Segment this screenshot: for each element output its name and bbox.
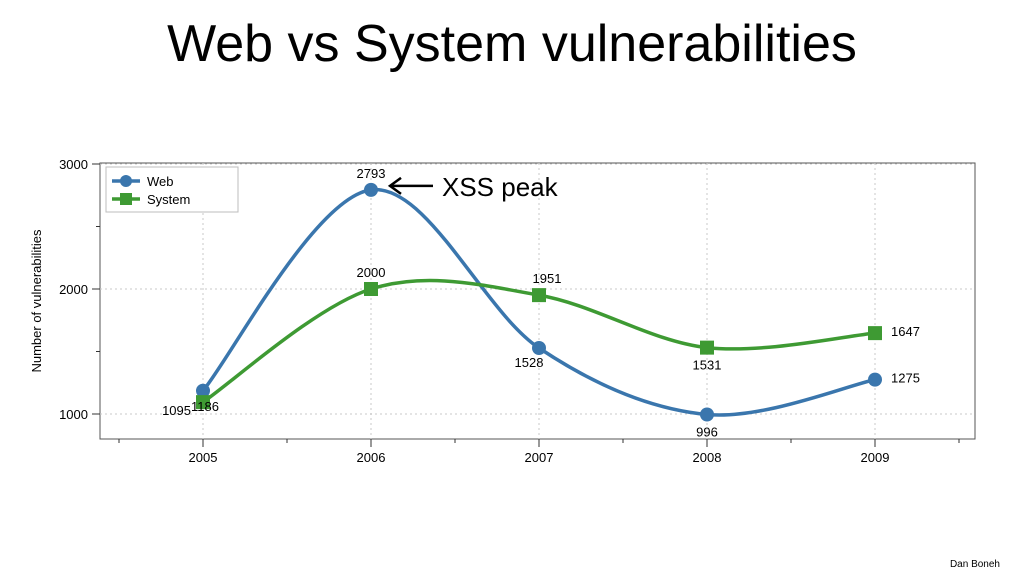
data-point-system <box>364 282 378 296</box>
legend-label-web: Web <box>147 174 174 189</box>
data-label-web: 1275 <box>891 371 920 386</box>
data-label-web: 2793 <box>357 166 386 181</box>
data-point-system <box>196 395 210 410</box>
x-tick-label: 2007 <box>525 450 554 465</box>
x-tick-label: 2008 <box>693 450 722 465</box>
data-point-system <box>700 340 714 355</box>
data-label-web: 996 <box>696 425 718 440</box>
y-tick-label: 1000 <box>59 407 88 422</box>
x-tick-label: 2009 <box>861 450 890 465</box>
data-point-system <box>532 288 546 303</box>
data-point-web <box>364 182 378 197</box>
annotation-text: XSS peak <box>442 172 559 202</box>
data-point-web <box>868 372 882 387</box>
x-tick-label: 2005 <box>189 450 218 465</box>
legend-label-system: System <box>147 192 190 207</box>
data-label-web: 1528 <box>515 355 544 370</box>
series-line-web <box>201 188 876 417</box>
y-tick-label: 2000 <box>59 282 88 297</box>
data-label-system: 1531 <box>693 358 722 373</box>
data-label-web: 1186 <box>191 399 219 414</box>
data-point-web <box>700 407 714 422</box>
data-label-system: 1095 <box>162 403 191 418</box>
data-point-web <box>196 383 210 398</box>
data-point-web <box>532 341 546 355</box>
y-axis-label: Number of vulnerabilities <box>29 229 44 373</box>
legend-marker-system <box>120 193 132 205</box>
data-label-system: 1647 <box>891 324 920 339</box>
legend-marker-web <box>120 175 132 187</box>
y-tick-label: 3000 <box>59 157 88 172</box>
data-label-system: 1951 <box>533 271 562 286</box>
footer-author: Dan Boneh <box>949 559 1000 570</box>
data-label-system: 2000 <box>357 265 386 280</box>
annotation-arrow-head <box>387 176 402 195</box>
data-point-system <box>868 326 882 341</box>
slide-title: Web vs System vulnerabilities <box>167 15 857 73</box>
x-tick-label: 2006 <box>357 450 386 465</box>
